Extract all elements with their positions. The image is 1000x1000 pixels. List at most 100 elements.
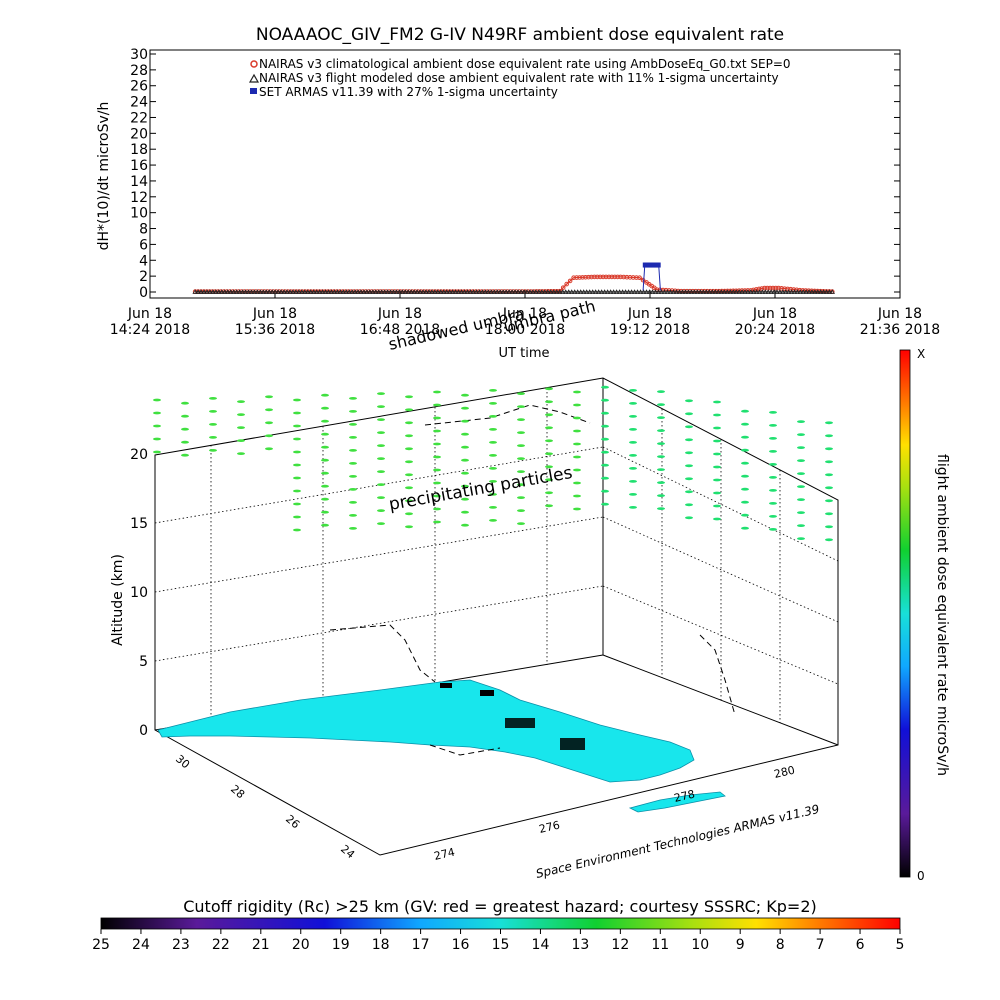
data-point <box>583 289 590 294</box>
particle-dash <box>657 481 665 484</box>
particle-dash <box>601 424 609 428</box>
data-point <box>628 289 635 294</box>
particle-dash <box>293 489 301 493</box>
data-point <box>364 289 370 294</box>
particle-dash <box>825 486 833 490</box>
data-point <box>441 289 447 294</box>
data-point <box>325 289 332 294</box>
data-point <box>598 289 605 294</box>
data-point <box>219 289 225 294</box>
particle-dash <box>545 400 553 404</box>
particle-dash <box>265 395 273 399</box>
particle-dash <box>153 411 161 415</box>
particle-dash <box>797 472 805 475</box>
particle-dash <box>573 416 581 420</box>
particle-dash <box>685 412 693 416</box>
particle-dash <box>825 538 833 542</box>
data-point <box>567 278 573 284</box>
particle-dash <box>153 450 161 454</box>
data-point <box>349 289 355 294</box>
particle-dash <box>265 421 273 425</box>
particle-dash <box>657 416 665 419</box>
particle-dash <box>713 426 721 430</box>
data-point <box>800 289 806 294</box>
rigidity-tick-label: 17 <box>412 937 430 953</box>
particle-dash <box>461 406 469 410</box>
particle-dash <box>461 458 469 462</box>
data-point <box>355 289 361 294</box>
data-point <box>643 289 650 294</box>
data-point <box>826 289 833 294</box>
particle-dash <box>377 418 385 421</box>
data-point <box>393 289 400 294</box>
data-point <box>637 289 644 294</box>
particle-dash <box>713 491 721 495</box>
data-point <box>604 289 611 294</box>
z-tick-20: 20 <box>130 447 148 463</box>
data-point <box>613 289 620 294</box>
particle-dash <box>181 427 189 431</box>
particle-dash <box>237 452 245 455</box>
annotation-precipitating-particles: precipitating particles <box>387 463 574 515</box>
data-point <box>748 289 754 294</box>
particle-dash <box>377 470 385 473</box>
data-point <box>721 289 728 294</box>
particle-dash <box>349 501 357 504</box>
data-point <box>655 289 662 294</box>
data-point <box>625 289 632 294</box>
data-point <box>589 274 594 280</box>
data-point <box>730 289 737 294</box>
data-point <box>198 289 204 294</box>
particle-dash <box>573 468 581 472</box>
data-point <box>479 289 486 294</box>
particle-dash <box>433 520 441 524</box>
data-point <box>759 289 766 294</box>
particle-dash <box>405 525 413 529</box>
particle-dash <box>349 423 357 426</box>
data-point <box>817 289 824 294</box>
y-tick-label: 10 <box>130 206 148 222</box>
data-point <box>571 275 576 281</box>
data-point <box>515 289 521 294</box>
particle-dash <box>797 459 805 462</box>
particle-dash <box>573 442 581 446</box>
data-point <box>485 289 491 294</box>
data-point <box>745 289 751 294</box>
data-point <box>718 289 725 294</box>
data-point <box>207 289 213 294</box>
x-tick-label-time: 14:24 2018 <box>110 322 190 338</box>
particle-dash <box>741 422 749 426</box>
data-point <box>352 289 358 294</box>
data-point <box>679 289 686 294</box>
particle-dash <box>405 486 413 490</box>
data-point <box>512 289 518 294</box>
particle-dash <box>517 483 525 486</box>
particle-dash <box>741 409 749 413</box>
particle-dash <box>265 434 273 438</box>
particle-dash <box>433 429 441 433</box>
data-point <box>779 286 784 291</box>
particle-dash <box>769 476 777 479</box>
particle-dash <box>461 393 469 397</box>
data-point <box>311 289 317 294</box>
particle-dash <box>349 475 357 478</box>
rigidity-tick-label: 5 <box>896 937 905 953</box>
particle-dash <box>713 413 721 417</box>
particle-dash <box>265 447 273 451</box>
particle-dash <box>825 473 833 477</box>
particle-dash <box>769 437 777 440</box>
rigidity-tick-label: 15 <box>492 937 510 953</box>
particle-dash <box>321 471 329 475</box>
data-point <box>560 289 566 294</box>
data-point <box>580 289 587 294</box>
data-point <box>509 289 515 294</box>
series-layer <box>192 262 835 294</box>
rigidity-tick-label: 7 <box>816 937 825 953</box>
data-point <box>640 289 647 294</box>
particle-dash <box>573 481 581 485</box>
particle-dash <box>629 493 637 496</box>
rigidity-gradient <box>100 917 901 930</box>
rigidity-tick-label: 19 <box>332 937 350 953</box>
lon-tick-278: 278 <box>673 788 696 805</box>
particle-dash <box>601 450 609 454</box>
